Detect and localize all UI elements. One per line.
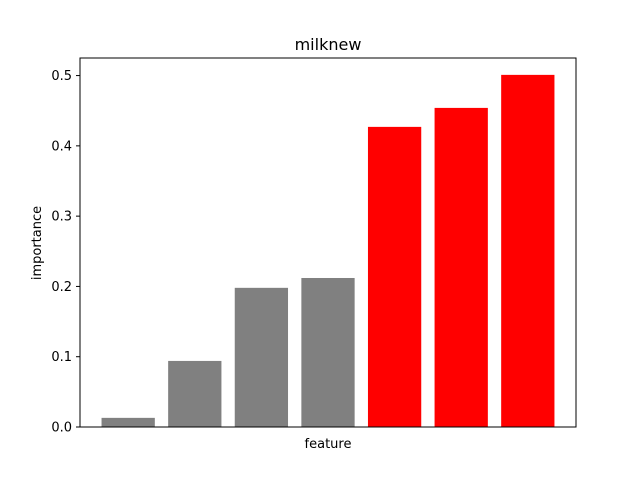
- x-axis-label: feature: [305, 437, 352, 452]
- bar-5: [367, 126, 422, 427]
- y-tick-label-0: 0.0: [51, 421, 72, 436]
- y-tick-label-5: 0.5: [51, 69, 72, 84]
- bar-7: [501, 74, 555, 428]
- bar-1: [101, 417, 155, 427]
- bar-2: [168, 360, 222, 427]
- y-tick-label-3: 0.3: [51, 210, 72, 225]
- y-tick-label-4: 0.4: [51, 139, 72, 154]
- chart-title: milknew: [295, 35, 362, 54]
- bar-3: [234, 287, 289, 427]
- y-tick-label-2: 0.2: [51, 280, 72, 295]
- y-axis: 0.0 0.1 0.2 0.3 0.4 0.5: [51, 69, 80, 436]
- bar-6: [434, 107, 488, 428]
- y-axis-label: importance: [30, 206, 45, 280]
- plot-frame: [79, 57, 577, 428]
- bar-4: [301, 277, 355, 427]
- y-tick-label-1: 0.1: [51, 350, 72, 365]
- bars-group: [101, 74, 555, 428]
